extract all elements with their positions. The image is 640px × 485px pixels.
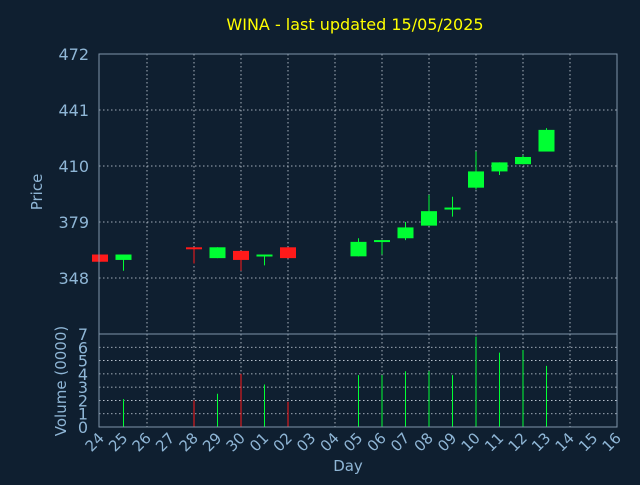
price-tick-label: 472 [58, 45, 89, 64]
volume-axis-label: Volume (0000) [52, 326, 70, 436]
price-tick-label: 441 [58, 101, 89, 120]
chart-title: WINA - last updated 15/05/2025 [226, 15, 483, 34]
volume-tick-label: 7 [78, 325, 88, 344]
x-tick-label: 11 [481, 429, 507, 455]
volume-tick-label: 5 [78, 352, 88, 371]
x-tick-label: 26 [129, 429, 155, 455]
volume-bars [123, 336, 547, 427]
candle-body [209, 247, 226, 259]
candle-body [538, 129, 555, 152]
x-tick-label: 29 [199, 429, 225, 455]
price-grid [99, 53, 617, 334]
price-tick-label: 348 [58, 269, 89, 288]
candle-body [233, 250, 249, 260]
volume-tick-label: 2 [78, 391, 88, 410]
volume-tick-label: 1 [78, 405, 88, 424]
x-tick-label: 07 [387, 429, 413, 455]
candle-body [186, 247, 202, 250]
price-tick-label: 379 [58, 213, 89, 232]
candle-body [350, 241, 367, 257]
price-panel-frame [98, 53, 618, 335]
candle-body [280, 247, 296, 259]
x-tick-label: 06 [364, 429, 390, 455]
candle-body [115, 254, 132, 260]
price-tick-labels: 348 379 410 441 472 [58, 45, 89, 288]
x-tick-label: 12 [505, 429, 531, 455]
volume-tick-label: 3 [78, 378, 88, 397]
candle-body [374, 240, 390, 243]
x-tick-label: 13 [528, 429, 554, 455]
price-axis-label: Price [28, 174, 46, 211]
x-axis-label: Day [333, 457, 363, 475]
x-tick-label: 03 [293, 429, 319, 455]
volume-panel-frame [98, 333, 618, 428]
x-tick-label: 04 [317, 429, 343, 455]
candle-body [515, 156, 531, 165]
x-tick-label: 14 [552, 429, 578, 455]
x-tick-labels: 2425262728293001020304050607080910111213… [82, 429, 625, 455]
price-tick-label: 410 [58, 157, 89, 176]
candle-body [256, 254, 273, 257]
volume-tick-label: 6 [78, 338, 88, 357]
candle-body [92, 254, 108, 262]
x-tick-label: 02 [270, 429, 296, 455]
x-tick-label: 28 [176, 429, 202, 455]
x-tick-label: 05 [340, 429, 366, 455]
x-tick-label: 10 [458, 429, 484, 455]
candle-body [468, 171, 484, 188]
volume-tick-label: 4 [78, 365, 88, 384]
candle-body [491, 162, 508, 172]
candle-body [397, 227, 414, 239]
x-tick-label: 08 [411, 429, 437, 455]
candle-body [444, 207, 461, 210]
candles [92, 128, 555, 271]
x-tick-label: 25 [105, 429, 131, 455]
volume-tick-label: 0 [78, 418, 88, 437]
x-tick-label: 15 [575, 429, 601, 455]
x-tick-label: 27 [152, 429, 178, 455]
candle-body [421, 211, 437, 226]
x-tick-label: 30 [223, 429, 249, 455]
x-tick-label: 01 [246, 429, 272, 455]
x-tick-label: 09 [434, 429, 460, 455]
x-tick-label: 16 [599, 429, 625, 455]
